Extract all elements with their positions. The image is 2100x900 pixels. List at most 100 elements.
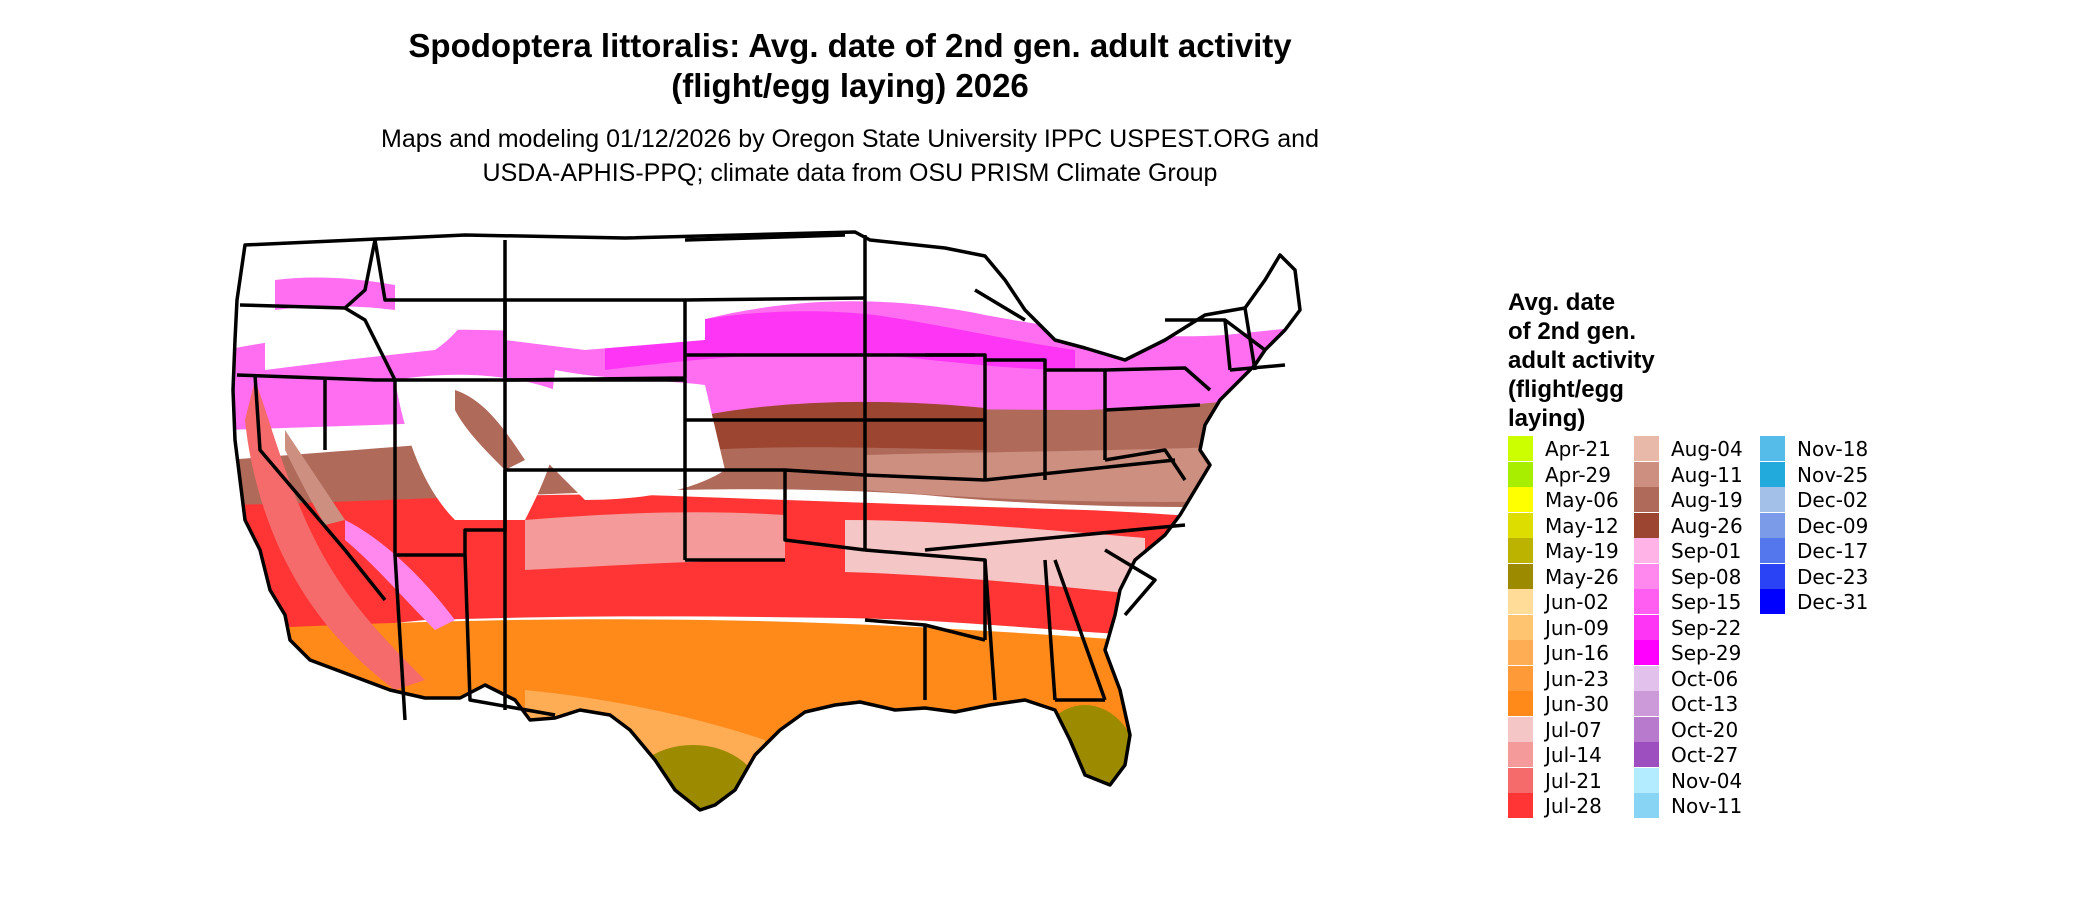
legend-swatch bbox=[1634, 436, 1659, 461]
legend-label: Jun-23 bbox=[1545, 666, 1609, 691]
legend-swatch bbox=[1508, 563, 1533, 589]
legend-item: Nov-11 bbox=[1634, 793, 1774, 819]
legend-item: May-19 bbox=[1508, 538, 1648, 564]
legend-label: Aug-11 bbox=[1671, 462, 1743, 487]
legend-item: Nov-18 bbox=[1760, 436, 1900, 462]
legend-label: Sep-08 bbox=[1671, 564, 1742, 589]
legend-item: Sep-15 bbox=[1634, 589, 1774, 615]
legend-label: Oct-20 bbox=[1671, 717, 1739, 742]
map-subtitle-line-2: USDA-APHIS-PPQ; climate data from OSU PR… bbox=[482, 159, 1218, 187]
legend-label: Oct-06 bbox=[1671, 666, 1739, 691]
legend-swatch bbox=[1634, 614, 1659, 640]
legend-label: Apr-21 bbox=[1545, 437, 1611, 461]
legend-label: Jun-30 bbox=[1545, 692, 1609, 716]
legend-swatch bbox=[1634, 589, 1659, 614]
legend-swatch bbox=[1760, 487, 1785, 512]
legend-item: Jul-28 bbox=[1508, 793, 1648, 819]
legend-swatch bbox=[1634, 665, 1659, 691]
legend-swatch bbox=[1760, 538, 1785, 563]
legend-swatch bbox=[1508, 487, 1533, 512]
legend-item: Apr-29 bbox=[1508, 461, 1648, 488]
legend-label: Dec-09 bbox=[1797, 513, 1869, 538]
map-title-line-2: (flight/egg laying) 2026 bbox=[671, 67, 1029, 104]
legend-item: May-26 bbox=[1508, 563, 1648, 590]
legend-item: Oct-06 bbox=[1634, 665, 1774, 692]
legend-swatch bbox=[1508, 538, 1533, 563]
map-subtitle-line-1: Maps and modeling 01/12/2026 by Oregon S… bbox=[381, 125, 1319, 153]
legend-label: Dec-23 bbox=[1797, 564, 1869, 589]
legend-item: Dec-31 bbox=[1760, 589, 1900, 615]
legend-item: Aug-19 bbox=[1634, 487, 1774, 513]
state-boundaries bbox=[231, 230, 1302, 812]
legend-item: Dec-23 bbox=[1760, 563, 1900, 590]
legend-item: Aug-04 bbox=[1634, 436, 1774, 462]
legend-label: Oct-13 bbox=[1671, 692, 1739, 716]
legend-item: Jun-02 bbox=[1508, 589, 1648, 615]
legend-swatch bbox=[1634, 461, 1659, 487]
legend-label: Aug-26 bbox=[1671, 513, 1743, 538]
legend-item: Dec-02 bbox=[1760, 487, 1900, 513]
legend-swatch bbox=[1508, 793, 1533, 818]
legend-swatch bbox=[1508, 614, 1533, 640]
legend-swatch bbox=[1760, 563, 1785, 589]
legend-swatch bbox=[1634, 640, 1659, 665]
legend-item: Nov-25 bbox=[1760, 461, 1900, 488]
legend-title-line: (flight/egg bbox=[1508, 376, 1624, 403]
legend-item: Jul-07 bbox=[1508, 716, 1648, 743]
legend-label: Sep-29 bbox=[1671, 641, 1742, 665]
legend-label: Sep-15 bbox=[1671, 590, 1742, 614]
legend-item: Jun-09 bbox=[1508, 614, 1648, 641]
legend-item: Jul-14 bbox=[1508, 742, 1648, 768]
legend-swatch bbox=[1634, 563, 1659, 589]
legend-label: Oct-27 bbox=[1671, 743, 1739, 767]
legend-swatch bbox=[1508, 589, 1533, 614]
legend-swatch bbox=[1508, 436, 1533, 461]
activity-color-fill bbox=[233, 232, 1300, 810]
legend-label: Dec-31 bbox=[1797, 590, 1869, 614]
us-activity-map bbox=[231, 230, 1302, 812]
legend-swatch bbox=[1634, 767, 1659, 793]
legend-swatch bbox=[1634, 691, 1659, 716]
legend-item: Apr-21 bbox=[1508, 436, 1648, 462]
legend-item: Sep-22 bbox=[1634, 614, 1774, 641]
legend-swatch bbox=[1508, 691, 1533, 716]
legend-label: Jul-07 bbox=[1545, 717, 1602, 742]
legend-swatch bbox=[1634, 538, 1659, 563]
map-title-line-1: Spodoptera littoralis: Avg. date of 2nd … bbox=[408, 27, 1292, 64]
legend-swatch bbox=[1634, 487, 1659, 512]
legend-item: Sep-08 bbox=[1634, 563, 1774, 590]
legend-swatch bbox=[1634, 512, 1659, 538]
legend-item: Oct-27 bbox=[1634, 742, 1774, 768]
legend-label: Aug-19 bbox=[1671, 488, 1743, 512]
legend-item: Jun-16 bbox=[1508, 640, 1648, 666]
legend-label: Nov-11 bbox=[1671, 794, 1743, 818]
legend-item: May-12 bbox=[1508, 512, 1648, 539]
legend-item: Sep-01 bbox=[1634, 538, 1774, 564]
legend-item: Aug-11 bbox=[1634, 461, 1774, 488]
legend-item: Aug-26 bbox=[1634, 512, 1774, 539]
legend-swatch bbox=[1634, 716, 1659, 742]
legend-label: Jun-09 bbox=[1545, 615, 1609, 640]
legend-label: Dec-17 bbox=[1797, 539, 1869, 563]
legend-label: Sep-01 bbox=[1671, 539, 1742, 563]
legend-title-line: adult activity bbox=[1508, 347, 1655, 374]
legend-label: May-12 bbox=[1545, 513, 1619, 538]
legend-label: Jul-28 bbox=[1545, 794, 1602, 818]
legend-label: May-26 bbox=[1545, 564, 1619, 589]
legend-item: Dec-09 bbox=[1760, 512, 1900, 539]
legend-label: Nov-18 bbox=[1797, 437, 1869, 461]
legend-label: May-19 bbox=[1545, 539, 1619, 563]
legend-label: Nov-04 bbox=[1671, 768, 1743, 793]
legend-swatch bbox=[1634, 742, 1659, 767]
legend-item: Jul-21 bbox=[1508, 767, 1648, 794]
legend-item: May-06 bbox=[1508, 487, 1648, 513]
legend-title-line: laying) bbox=[1508, 405, 1586, 432]
legend-swatch bbox=[1634, 793, 1659, 818]
legend-item: Nov-04 bbox=[1634, 767, 1774, 794]
legend-label: Aug-04 bbox=[1671, 437, 1743, 461]
legend-label: May-06 bbox=[1545, 488, 1619, 512]
legend-item: Dec-17 bbox=[1760, 538, 1900, 564]
legend-title-line: of 2nd gen. bbox=[1508, 318, 1636, 345]
map-title: Spodoptera littoralis: Avg. date of 2nd … bbox=[190, 26, 1510, 106]
legend-label: Apr-29 bbox=[1545, 462, 1611, 487]
